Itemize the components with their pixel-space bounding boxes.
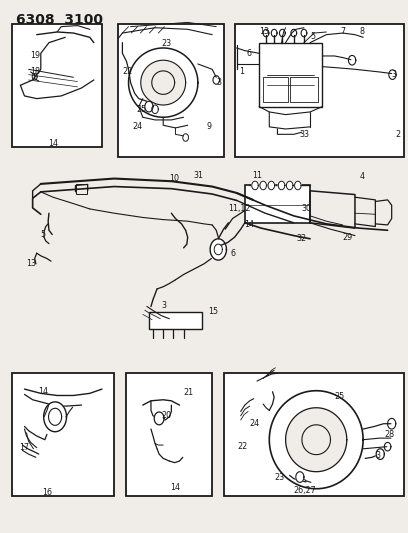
Polygon shape (296, 472, 304, 482)
Text: 31: 31 (194, 172, 204, 180)
Text: 13: 13 (259, 28, 269, 36)
Bar (126, 373, 212, 496)
Polygon shape (286, 181, 293, 190)
Text: 10: 10 (169, 174, 180, 183)
Text: 15: 15 (208, 308, 218, 316)
Polygon shape (129, 48, 198, 117)
Text: 19: 19 (31, 52, 41, 60)
Text: 20: 20 (161, 411, 171, 420)
Text: 22: 22 (237, 442, 248, 451)
Text: 8: 8 (360, 28, 365, 36)
Bar (245, 185, 310, 223)
Polygon shape (44, 402, 67, 432)
Bar (149, 312, 202, 329)
Text: 25: 25 (137, 105, 147, 114)
Text: 24: 24 (249, 419, 259, 428)
Polygon shape (210, 239, 226, 260)
Text: 9: 9 (206, 122, 211, 131)
Text: 6: 6 (247, 49, 252, 58)
Polygon shape (286, 408, 347, 472)
Text: 32: 32 (296, 235, 306, 243)
Text: 33: 33 (299, 130, 309, 139)
Text: 16: 16 (42, 488, 52, 497)
Polygon shape (268, 181, 275, 190)
Text: 26,27: 26,27 (294, 486, 317, 495)
Text: 24: 24 (133, 122, 143, 131)
Text: 4: 4 (360, 173, 365, 181)
Text: 14: 14 (48, 140, 58, 148)
Polygon shape (260, 181, 266, 190)
Bar (12, 24, 102, 147)
Text: 29: 29 (343, 233, 353, 241)
Text: 28: 28 (384, 430, 395, 439)
Text: 7: 7 (341, 28, 346, 36)
Text: 23: 23 (161, 39, 171, 48)
Text: 21: 21 (184, 389, 194, 397)
Text: 23: 23 (274, 473, 284, 481)
Text: 11,12: 11,12 (228, 205, 251, 213)
Polygon shape (269, 391, 363, 489)
Bar (290, 77, 318, 102)
Text: 18: 18 (31, 68, 41, 76)
Text: 14: 14 (38, 387, 48, 396)
Bar (263, 77, 288, 102)
Text: 2: 2 (396, 130, 401, 139)
Polygon shape (154, 412, 164, 425)
Text: 3: 3 (392, 70, 397, 79)
Text: 3: 3 (161, 301, 166, 310)
Text: 6308  3100: 6308 3100 (16, 13, 103, 27)
Text: 17: 17 (20, 443, 30, 452)
Text: 3: 3 (216, 78, 221, 87)
Bar (118, 24, 224, 157)
Text: 22: 22 (122, 68, 133, 76)
Polygon shape (295, 181, 301, 190)
Polygon shape (141, 60, 186, 105)
Bar (224, 373, 404, 496)
Bar (235, 24, 404, 157)
Polygon shape (252, 181, 258, 190)
Text: 25: 25 (335, 392, 345, 400)
Text: 6: 6 (231, 249, 235, 257)
Polygon shape (278, 181, 285, 190)
Text: 30: 30 (301, 205, 311, 213)
Bar (12, 373, 114, 496)
Text: 14: 14 (171, 483, 180, 492)
Text: 5: 5 (310, 32, 315, 41)
Bar (76, 184, 87, 194)
Polygon shape (376, 449, 384, 459)
Bar (259, 43, 322, 107)
Text: 3: 3 (375, 451, 380, 460)
Text: 14: 14 (244, 221, 254, 229)
Text: 11: 11 (252, 172, 262, 180)
Text: 1: 1 (239, 68, 244, 76)
Text: 13: 13 (27, 260, 37, 268)
Text: 5: 5 (41, 230, 46, 239)
